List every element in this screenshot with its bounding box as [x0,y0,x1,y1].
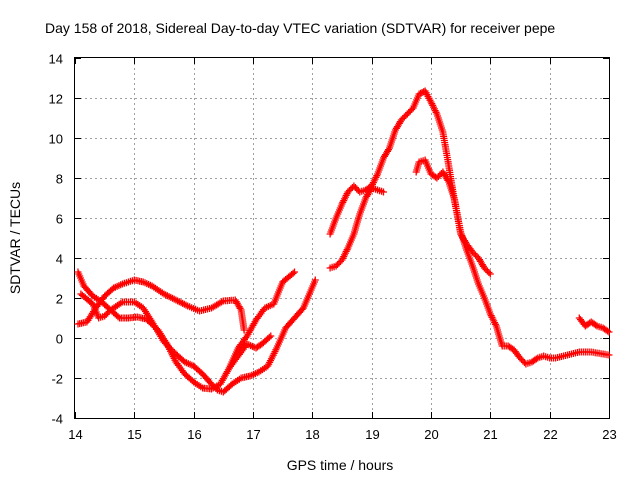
y-tick-label: 14 [49,52,63,67]
plus-marker [335,259,343,267]
plus-marker [344,188,352,196]
x-tick-label: 15 [127,427,141,442]
plus-marker [114,313,122,321]
y-axis-ticks: -4 -2 0 2 4 6 8 10 12 14 [49,52,609,427]
series-track-d [225,332,275,372]
x-tick-label: 22 [543,427,557,442]
y-tick-label: -4 [51,412,63,427]
y-tick-label: 8 [56,172,63,187]
plus-marker [397,116,405,124]
plus-marker [400,113,408,121]
plus-marker [469,248,476,256]
plus-marker [470,250,478,257]
y-tick-label: 0 [56,332,63,347]
plus-marker [166,344,174,352]
plus-marker [291,268,298,276]
plus-marker [289,269,297,277]
plus-marker [402,112,410,119]
plus-marker [167,346,175,353]
x-tick-label: 23 [602,427,616,442]
plus-marker [347,185,355,193]
plus-marker [604,327,611,335]
series-track-c [77,276,319,396]
plus-marker [169,347,177,355]
plus-marker [415,90,423,98]
plus-marker [209,382,217,389]
plus-marker [311,276,319,284]
series-track-g [412,156,494,278]
y-tick-label: 4 [56,252,63,267]
x-tick-label: 18 [305,427,319,442]
series-track-b [74,276,248,334]
series-track-h [575,314,613,336]
plus-marker [240,326,248,334]
series-track-e [326,87,613,368]
plot-frame [74,57,610,419]
plus-marker [399,115,407,122]
plus-marker [265,333,273,341]
data-series [74,87,613,396]
x-tick-label: 16 [187,427,201,442]
plus-marker [480,264,488,272]
plus-marker [160,338,168,346]
x-tick-label: 20 [424,427,438,442]
plus-marker [482,266,490,273]
y-tick-label: 10 [49,132,63,147]
plus-marker [345,187,353,194]
plus-marker [210,383,218,391]
plus-marker [486,270,494,278]
plus-marker [104,309,112,317]
x-tick-label: 14 [68,427,82,442]
series-track-a [74,268,298,393]
plus-marker [406,107,414,115]
y-tick-label: 12 [49,92,63,107]
plus-marker [605,328,613,336]
plus-marker [485,269,493,276]
chart-title: Day 158 of 2018, Sidereal Day-to-day VTE… [45,20,555,36]
y-tick-label: -2 [51,372,63,387]
plus-marker [518,356,525,363]
plus-marker [434,173,442,180]
y-axis-label: SDTVAR / TECUs [7,182,23,294]
plus-marker [605,351,613,359]
plus-marker [334,261,341,268]
x-axis-ticks: 14 15 16 17 18 19 20 21 22 23 [68,58,617,442]
plus-marker [380,188,387,196]
plus-marker [472,251,479,259]
x-tick-label: 17 [246,427,260,442]
plus-marker [433,174,441,182]
plus-marker [353,185,361,193]
plus-marker [516,354,524,362]
plus-marker [267,332,275,340]
y-tick-label: 2 [56,292,63,307]
x-axis-label: GPS time / hours [287,457,394,473]
series-track-f [326,184,387,272]
x-tick-label: 21 [483,427,497,442]
plus-marker [164,343,172,350]
x-tick-label: 19 [365,427,379,442]
y-tick-label: 6 [56,212,63,227]
